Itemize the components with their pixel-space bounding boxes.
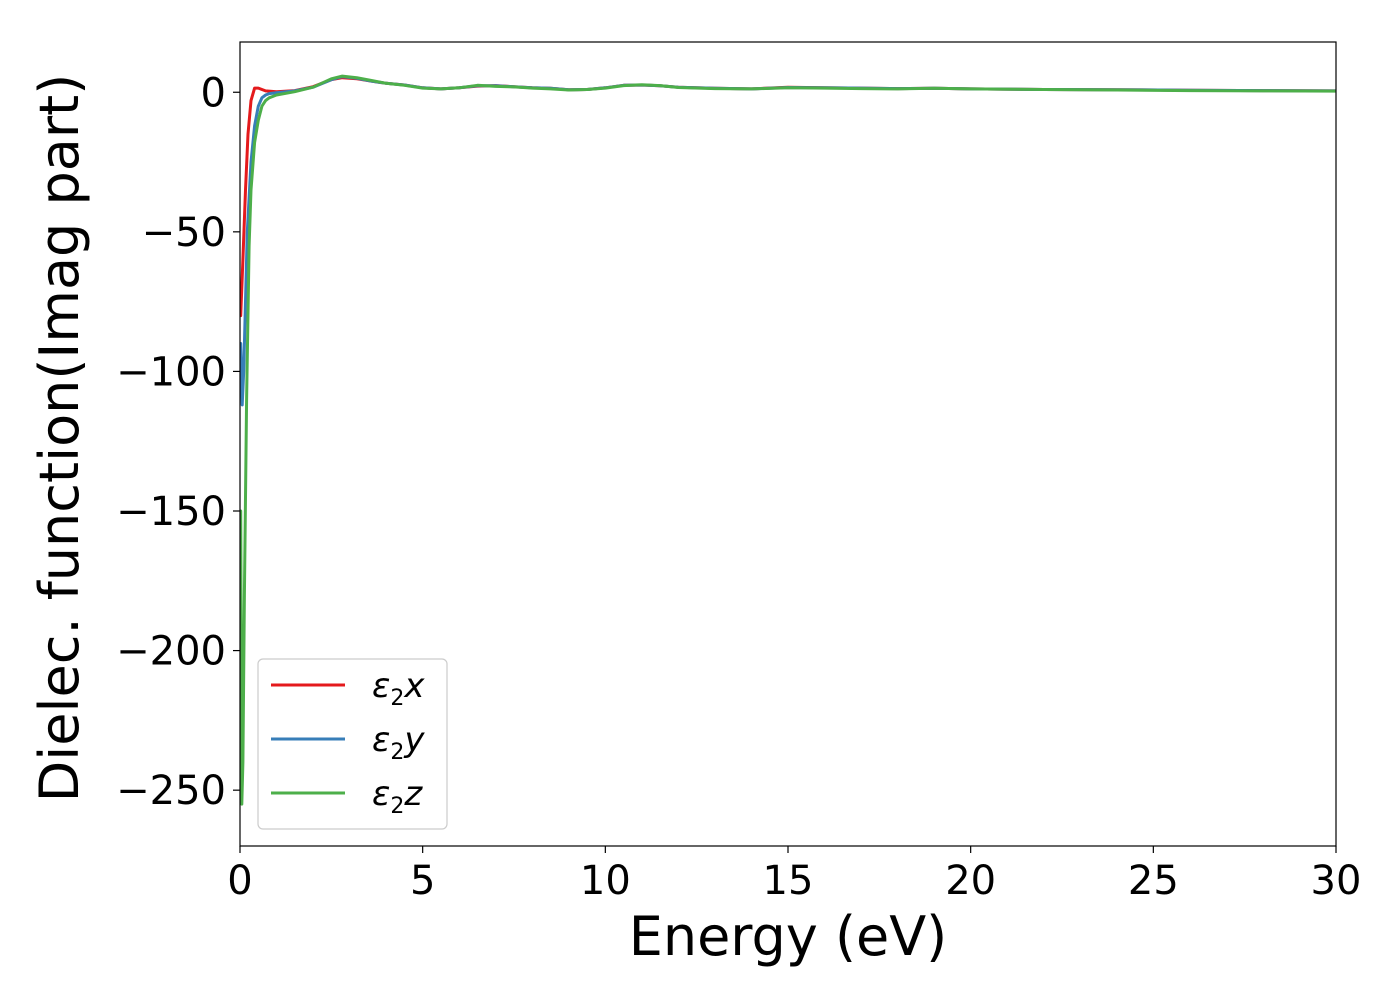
y-axis-title: Dielec. function(Imag part) xyxy=(28,74,91,803)
y-tick-label: −150 xyxy=(116,489,226,535)
x-tick-label: 10 xyxy=(580,858,631,904)
legend-label-eps2y: ε2y xyxy=(372,720,425,765)
legend-label-eps2x: ε2x xyxy=(372,666,425,711)
series-layer xyxy=(240,74,1336,806)
x-axis-title: Energy (eV) xyxy=(629,905,948,968)
legend-symbol: ε xyxy=(372,774,390,814)
legend-series-name: z xyxy=(403,774,423,814)
x-tick-label: 0 xyxy=(227,858,252,904)
y-axis-ticks: 0 −50 −100 −150 −200 −250 xyxy=(116,70,240,814)
series-line-eps2z xyxy=(240,74,1336,806)
legend-label-eps2z: ε2z xyxy=(372,774,423,819)
legend-series-name: y xyxy=(403,720,425,760)
legend-symbol: ε xyxy=(372,720,390,760)
legend-box xyxy=(257,658,448,830)
x-tick-label: 30 xyxy=(1311,858,1362,904)
x-tick-label: 25 xyxy=(1128,858,1179,904)
legend-subscript: 2 xyxy=(390,794,404,819)
y-tick-label: −250 xyxy=(116,768,226,814)
y-tick-label: 0 xyxy=(201,70,226,116)
x-tick-label: 20 xyxy=(945,858,996,904)
y-tick-label: −100 xyxy=(116,349,226,395)
x-axis-ticks: 0 5 10 15 20 25 30 xyxy=(227,846,1361,904)
legend-series-name: x xyxy=(403,666,425,706)
y-tick-label: −200 xyxy=(116,629,226,675)
x-tick-label: 15 xyxy=(763,858,814,904)
legend-symbol: ε xyxy=(372,666,390,706)
x-tick-label: 5 xyxy=(410,858,435,904)
y-tick-label: −50 xyxy=(142,210,226,256)
legend-subscript: 2 xyxy=(390,686,404,711)
legend-subscript: 2 xyxy=(390,740,404,765)
